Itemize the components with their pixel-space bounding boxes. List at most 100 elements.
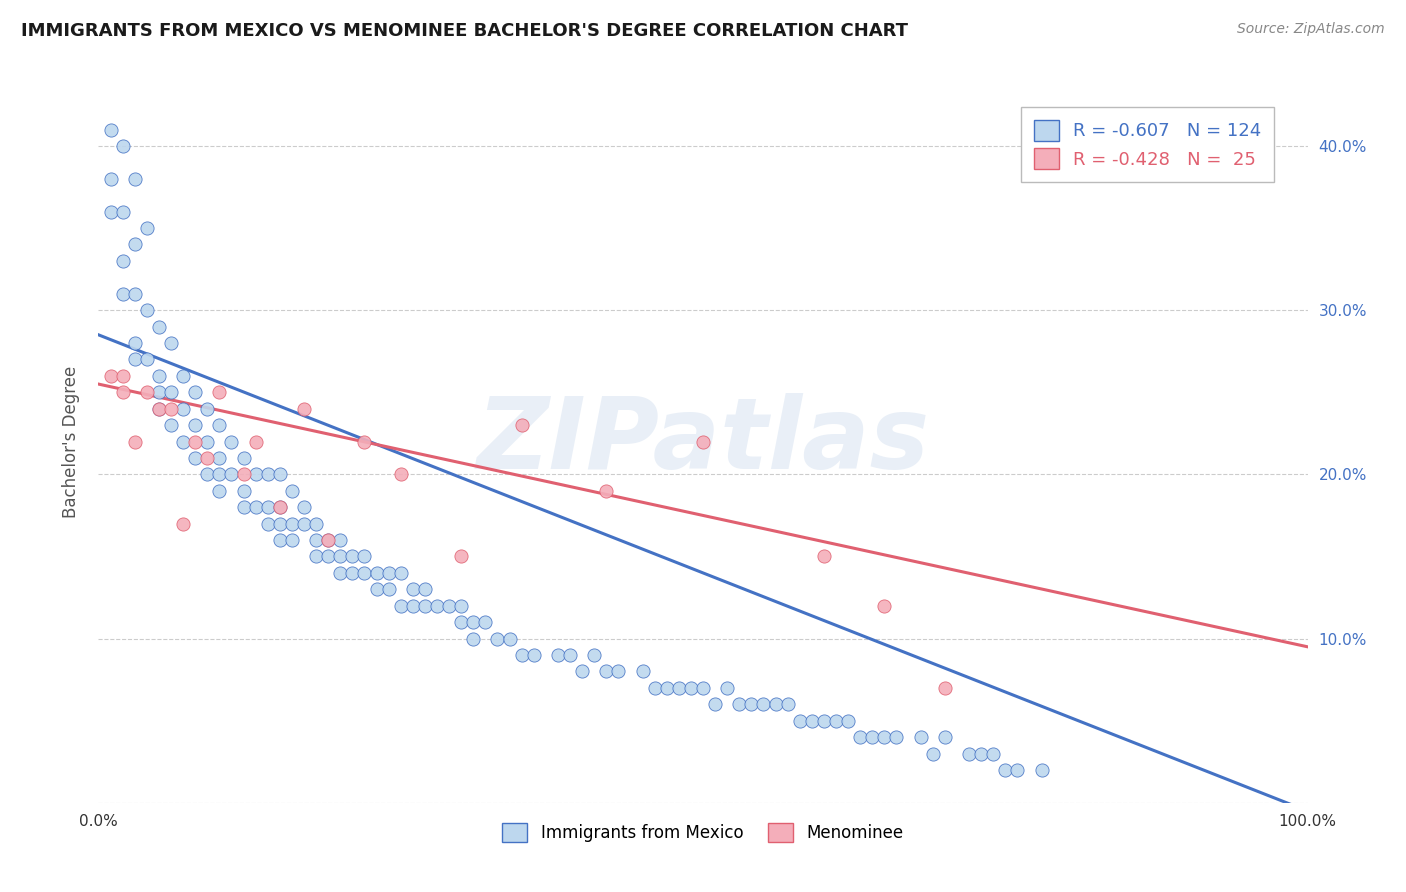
Point [245, 500, 267, 515]
Point [195, 434, 218, 449]
Point [100, 171, 122, 186]
Point [100, 368, 122, 383]
Point [450, 615, 472, 630]
Point [668, 681, 690, 695]
Point [316, 549, 339, 564]
Point [232, 483, 254, 498]
Point [329, 533, 352, 547]
Point [970, 747, 993, 761]
Point [111, 139, 134, 153]
Point [269, 500, 291, 515]
Point [292, 516, 315, 531]
Point [256, 467, 278, 482]
Point [692, 681, 714, 695]
Point [813, 714, 835, 728]
Point [463, 632, 485, 646]
Point [184, 418, 207, 433]
Point [728, 698, 751, 712]
Point [510, 648, 533, 662]
Point [1031, 763, 1053, 777]
Point [208, 483, 231, 498]
Point [281, 533, 304, 547]
Point [825, 714, 848, 728]
Point [377, 582, 399, 597]
Point [800, 714, 823, 728]
Point [571, 665, 593, 679]
Point [124, 171, 146, 186]
Point [329, 549, 352, 564]
Point [607, 665, 630, 679]
Point [111, 368, 134, 383]
Point [679, 681, 702, 695]
Point [389, 599, 412, 613]
Point [910, 730, 932, 744]
Point [195, 467, 218, 482]
Point [873, 730, 896, 744]
Point [752, 698, 775, 712]
Point [135, 221, 157, 235]
Point [450, 599, 472, 613]
Point [547, 648, 569, 662]
Point [292, 401, 315, 416]
Point [100, 122, 122, 136]
Point [195, 401, 218, 416]
Point [232, 467, 254, 482]
Point [221, 434, 243, 449]
Point [692, 434, 714, 449]
Point [269, 500, 291, 515]
Point [256, 500, 278, 515]
Point [292, 500, 315, 515]
Point [389, 566, 412, 580]
Point [245, 467, 267, 482]
Point [316, 533, 339, 547]
Point [124, 434, 146, 449]
Point [583, 648, 606, 662]
Point [631, 665, 654, 679]
Point [124, 352, 146, 367]
Point [232, 450, 254, 465]
Point [595, 483, 617, 498]
Point [148, 401, 170, 416]
Point [886, 730, 908, 744]
Point [124, 336, 146, 351]
Point [450, 549, 472, 564]
Point [716, 681, 738, 695]
Point [305, 533, 328, 547]
Point [148, 368, 170, 383]
Point [111, 253, 134, 268]
Point [510, 418, 533, 433]
Point [342, 566, 364, 580]
Text: ZIPatlas: ZIPatlas [477, 393, 929, 490]
Point [813, 549, 835, 564]
Point [184, 450, 207, 465]
Point [921, 747, 943, 761]
Point [208, 467, 231, 482]
Point [208, 385, 231, 400]
Point [558, 648, 581, 662]
Point [305, 516, 328, 531]
Point [353, 566, 375, 580]
Text: Source: ZipAtlas.com: Source: ZipAtlas.com [1237, 22, 1385, 37]
Point [195, 450, 218, 465]
Point [148, 319, 170, 334]
Point [740, 698, 762, 712]
Point [644, 681, 666, 695]
Text: IMMIGRANTS FROM MEXICO VS MENOMINEE BACHELOR'S DEGREE CORRELATION CHART: IMMIGRANTS FROM MEXICO VS MENOMINEE BACH… [21, 22, 908, 40]
Point [221, 467, 243, 482]
Point [934, 681, 956, 695]
Point [256, 516, 278, 531]
Point [413, 599, 436, 613]
Legend: Immigrants from Mexico, Menominee: Immigrants from Mexico, Menominee [492, 813, 914, 852]
Point [366, 566, 388, 580]
Point [160, 418, 183, 433]
Point [486, 632, 509, 646]
Point [704, 698, 727, 712]
Point [184, 434, 207, 449]
Point [366, 582, 388, 597]
Point [402, 582, 425, 597]
Point [232, 500, 254, 515]
Point [172, 368, 194, 383]
Point [172, 401, 194, 416]
Point [994, 763, 1017, 777]
Point [934, 730, 956, 744]
